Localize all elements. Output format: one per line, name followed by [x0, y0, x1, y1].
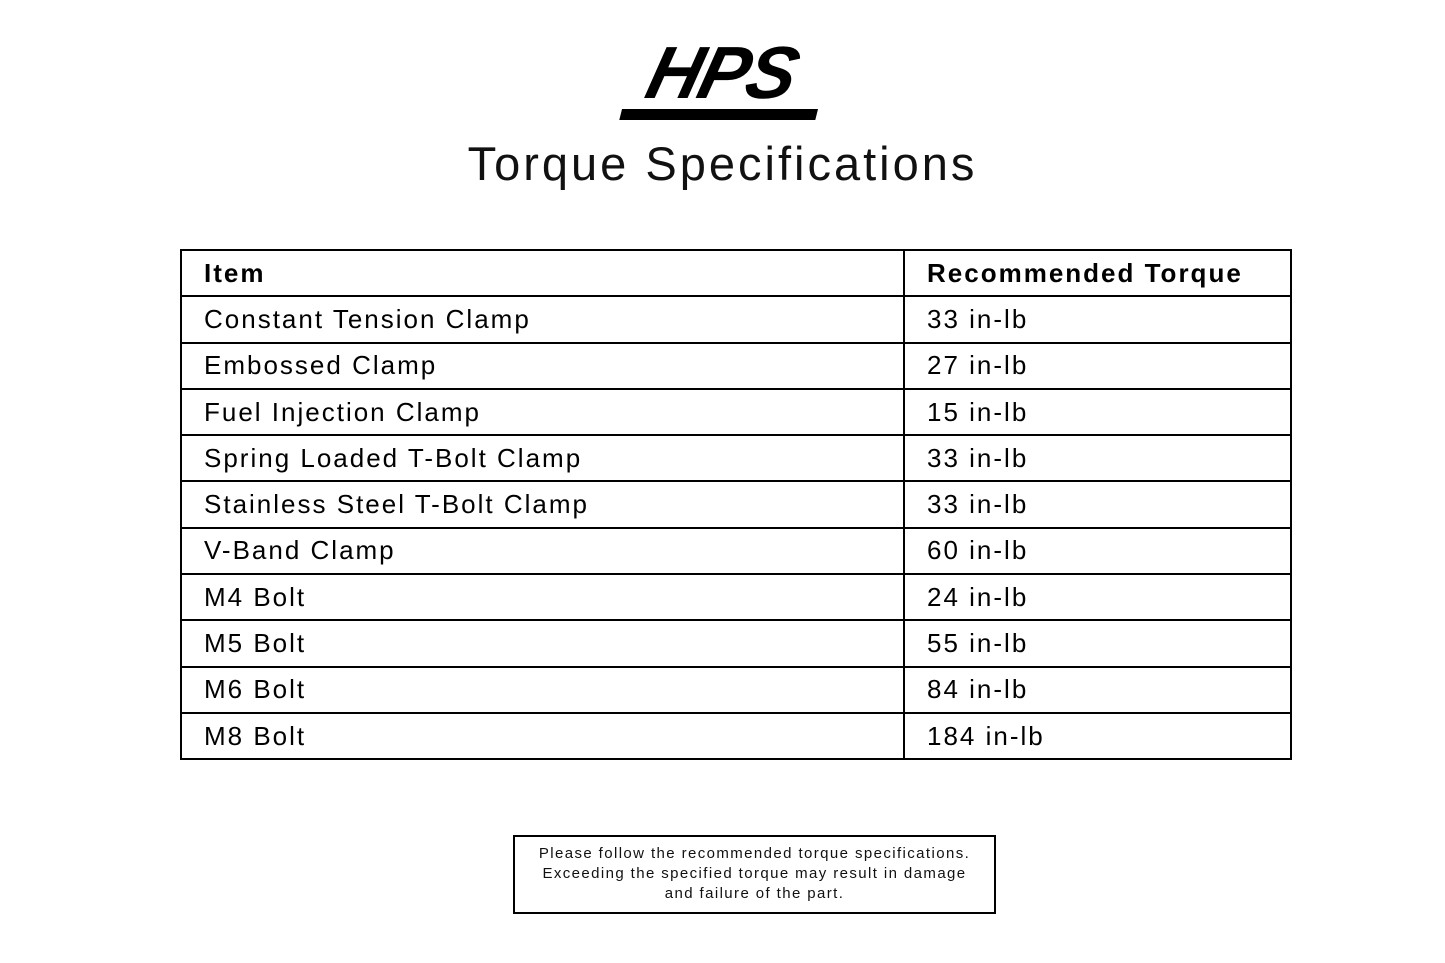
item-cell: Fuel Injection Clamp [180, 387, 905, 437]
item-cell: Spring Loaded T-Bolt Clamp [180, 434, 905, 483]
hps-logo: HPS [0, 31, 1445, 120]
table-header-row: Item Recommended Torque [180, 248, 1292, 298]
item-cell: M5 Bolt [180, 619, 905, 668]
torque-cell: 33 in-lb [903, 480, 1292, 529]
item-cell: Embossed Clamp [180, 341, 905, 390]
table-row: M6 Bolt 84 in-lb [180, 665, 1292, 714]
torque-cell: 84 in-lb [903, 665, 1292, 714]
table-row: Spring Loaded T-Bolt Clamp 33 in-lb [180, 434, 1292, 483]
torque-cell: 27 in-lb [903, 341, 1292, 390]
torque-spec-table: Item Recommended Torque Constant Tension… [180, 248, 1292, 761]
hps-logo-underline [619, 109, 819, 120]
table-row: Embossed Clamp 27 in-lb [180, 341, 1292, 390]
item-cell: V-Band Clamp [180, 526, 905, 576]
torque-cell: 15 in-lb [903, 387, 1292, 437]
item-cell: M4 Bolt [180, 573, 905, 622]
item-cell: M6 Bolt [180, 665, 905, 714]
torque-cell: 60 in-lb [903, 526, 1292, 576]
table-row: V-Band Clamp 60 in-lb [180, 526, 1292, 576]
note-line: and failure of the part. [664, 885, 845, 902]
torque-cell: 24 in-lb [903, 573, 1292, 622]
note-line: Please follow the recommended torque spe… [538, 845, 971, 862]
header-item: Item [180, 248, 905, 298]
table-row: M4 Bolt 24 in-lb [180, 573, 1292, 622]
note-line: Exceeding the specified torque may resul… [542, 865, 967, 882]
header-recommended-torque: Recommended Torque [903, 248, 1292, 298]
warning-note-box: Please follow the recommended torque spe… [513, 835, 996, 914]
torque-cell: 33 in-lb [903, 434, 1292, 483]
table-row: M5 Bolt 55 in-lb [180, 619, 1292, 668]
torque-cell: 184 in-lb [903, 711, 1292, 761]
item-cell: M8 Bolt [180, 711, 905, 761]
table-row: M8 Bolt 184 in-lb [180, 711, 1292, 761]
hps-logo-text: HPS [639, 31, 807, 114]
hps-logo-mark: HPS [619, 31, 819, 120]
item-cell: Stainless Steel T-Bolt Clamp [180, 480, 905, 529]
item-cell: Constant Tension Clamp [180, 295, 905, 344]
torque-cell: 55 in-lb [903, 619, 1292, 668]
table-row: Stainless Steel T-Bolt Clamp 33 in-lb [180, 480, 1292, 529]
torque-cell: 33 in-lb [903, 295, 1292, 344]
page-title: Torque Specifications [467, 137, 978, 190]
table-row: Constant Tension Clamp 33 in-lb [180, 295, 1292, 344]
table-row: Fuel Injection Clamp 15 in-lb [180, 387, 1292, 437]
